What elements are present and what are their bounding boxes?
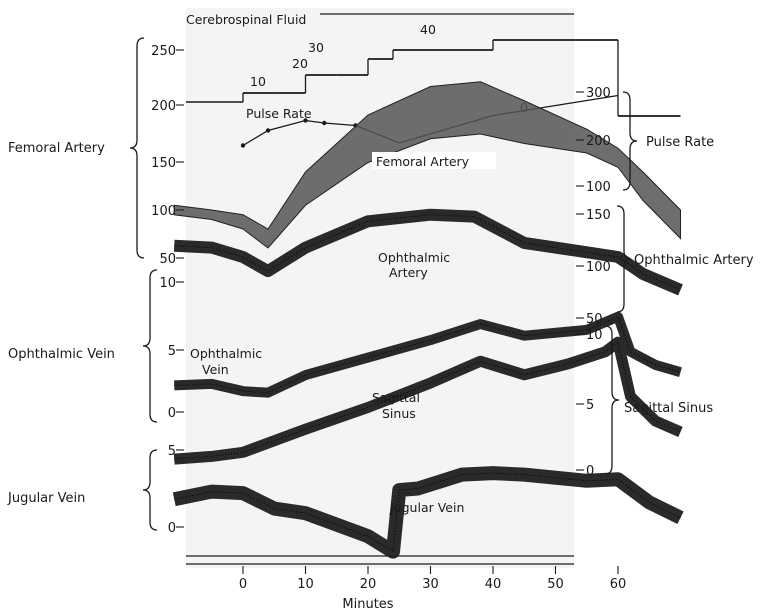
right-tick-label: 100: [586, 260, 611, 275]
pulse-rate-point: [265, 128, 271, 133]
right-tick-label: 100: [586, 180, 611, 195]
jugular-vein-line-texture: [174, 472, 681, 553]
csf-step-label: 40: [420, 22, 436, 37]
femoral-artery-band: [173, 81, 681, 249]
right-tick-label: 50: [586, 312, 603, 327]
x-tick-label: 20: [360, 577, 377, 592]
left-tick-label: 150: [151, 156, 176, 171]
x-tick-label: 60: [610, 577, 627, 592]
femoral-artery-brace: [129, 37, 145, 259]
x-tick-label: 30: [422, 577, 439, 592]
jugular-vein-brace: [142, 449, 158, 531]
x-axis-title: Minutes: [342, 597, 393, 612]
sagittal-sinus-trace: [173, 336, 683, 465]
csf-label: Cerebrospinal Fluid: [186, 12, 306, 27]
pulse-rate-point: [303, 118, 308, 123]
left-tick-label: 200: [151, 99, 176, 114]
pulse-rate-axis-label: Pulse Rate: [646, 135, 714, 150]
left-tick-label: 250: [151, 44, 176, 59]
x-tick-label: 0: [239, 577, 247, 592]
left-tick-label: 5: [168, 344, 176, 359]
left-tick-label: 0: [168, 521, 176, 536]
left-tick-label: 100: [151, 204, 176, 219]
sagittal-sinus-trace-label-2: Sinus: [382, 406, 416, 421]
femoral-artery-axis-label: Femoral Artery: [8, 141, 105, 156]
right-tick-label: 200: [586, 134, 611, 149]
x-axis: 0 10 20 30 40 50 60: [239, 566, 626, 592]
ophthalmic-vein-trace: [174, 311, 682, 398]
ophthalmic-artery-axis-label: Ophthalmic Artery: [634, 253, 754, 268]
ophthalmic-vein-trace-label-2: Vein: [202, 362, 229, 377]
jugular-vein-trace-label: Jugular Vein: [389, 500, 464, 515]
ophthalmic-artery-line-texture: [174, 214, 681, 291]
ophthalmic-vein-trace-label-1: Ophthalmic: [190, 346, 262, 361]
ophthalmic-vein-brace: [142, 269, 158, 423]
sagittal-sinus-line-texture: [174, 341, 681, 460]
left-tick-label: 5: [168, 444, 176, 459]
right-tick-label: 10: [586, 328, 603, 343]
ophthalmic-artery-trace: [173, 208, 683, 296]
right-tick-label: 300: [586, 86, 611, 101]
csf-step-label: 20: [292, 56, 308, 71]
plot-area: [186, 8, 574, 568]
ophthalmic-artery-trace-label-1: Ophthalmic: [378, 250, 450, 265]
x-tick-label: 10: [297, 577, 314, 592]
jugular-vein-trace: [172, 466, 684, 559]
pulse-rate-trace-label: Pulse Rate: [246, 106, 312, 121]
sagittal-sinus-axis-label: Sagittal Sinus: [624, 401, 713, 416]
sagittal-sinus-brace: [604, 325, 620, 475]
sagittal-sinus-trace-label-1: Sagittal: [372, 390, 420, 405]
right-tick-label: 150: [586, 208, 611, 223]
pulse-rate-brace: [622, 91, 638, 191]
pulse-rate-point: [240, 143, 246, 148]
x-tick-label: 40: [485, 577, 502, 592]
right-tick-label: 0: [586, 464, 594, 479]
ophthalmic-artery-trace-label-2: Artery: [389, 265, 428, 280]
left-tick-label: 50: [159, 252, 176, 267]
femoral-artery-label-box: [372, 152, 496, 169]
x-tick-label: 50: [547, 577, 564, 592]
csf-step-label: 30: [308, 40, 324, 55]
ophthalmic-vein-line: [174, 311, 682, 398]
femoral-artery-trace-label: Femoral Artery: [376, 154, 470, 169]
ophthalmic-artery-brace: [616, 205, 632, 313]
right-tick-label: 5: [586, 398, 594, 413]
pulse-rate-point: [322, 120, 327, 126]
left-tick-label: 10: [159, 276, 176, 291]
left-tick-label: 0: [168, 406, 176, 421]
jugular-vein-axis-label: Jugular Vein: [7, 491, 85, 506]
csf-step-label: 10: [250, 74, 266, 89]
femoral-artery-trace: [173, 81, 681, 249]
ophthalmic-vein-axis-label: Ophthalmic Vein: [8, 347, 115, 362]
